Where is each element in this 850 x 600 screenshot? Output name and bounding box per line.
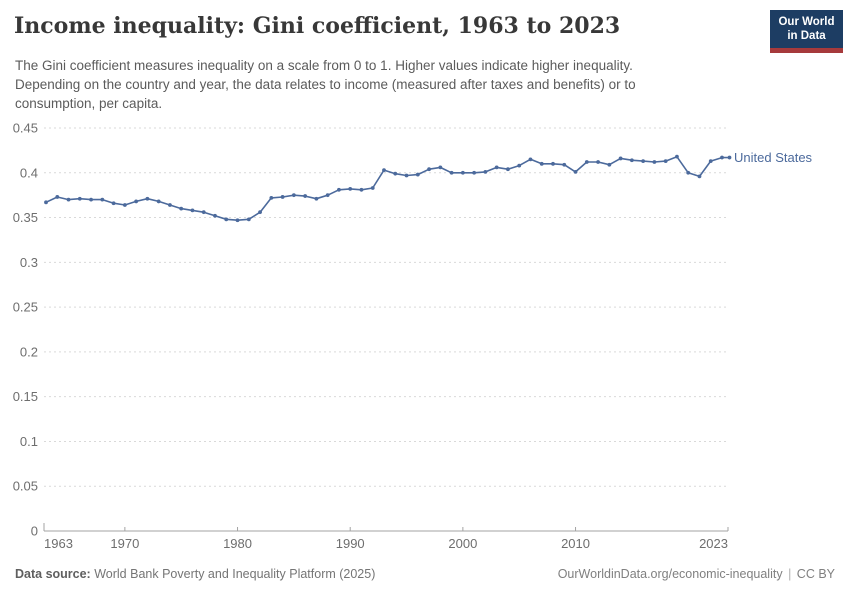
data-point-marker[interactable] xyxy=(258,210,262,215)
data-point-marker[interactable] xyxy=(325,193,330,198)
data-point-marker[interactable] xyxy=(539,161,544,166)
footer-credit: OurWorldinData.org/economic-inequality |… xyxy=(558,567,835,581)
data-point-marker[interactable] xyxy=(584,160,589,164)
x-tick-label: 2010 xyxy=(561,536,590,551)
data-point-marker[interactable] xyxy=(427,167,431,172)
owid-url-link[interactable]: OurWorldinData.org/economic-inequality xyxy=(557,567,783,581)
chart-footer: Data source: World Bank Poverty and Ineq… xyxy=(15,567,835,581)
data-point-marker[interactable] xyxy=(641,159,646,164)
data-point-marker[interactable] xyxy=(213,213,217,218)
data-point-marker[interactable] xyxy=(573,169,578,174)
data-point-marker[interactable] xyxy=(551,161,555,166)
data-point-marker[interactable] xyxy=(77,196,82,201)
data-point-marker[interactable] xyxy=(179,206,184,211)
x-tick-label: 2000 xyxy=(448,536,477,551)
data-point-marker[interactable] xyxy=(100,197,105,202)
data-point-marker[interactable] xyxy=(44,200,48,205)
y-tick-label: 0.25 xyxy=(13,300,38,315)
data-point-marker[interactable] xyxy=(528,157,533,162)
data-source-value: World Bank Poverty and Inequality Platfo… xyxy=(94,567,376,581)
y-tick-label: 0.2 xyxy=(20,344,38,359)
footer-separator: | xyxy=(788,567,792,581)
data-point-marker[interactable] xyxy=(246,217,251,222)
data-point-marker[interactable] xyxy=(156,199,161,204)
data-point-marker[interactable] xyxy=(89,197,93,202)
data-point-marker[interactable] xyxy=(280,195,285,199)
data-point-marker[interactable] xyxy=(562,162,567,167)
data-point-marker[interactable] xyxy=(291,193,296,198)
license-label: CC BY xyxy=(796,567,835,581)
y-tick-label: 0.45 xyxy=(13,121,38,136)
y-tick-label: 0.1 xyxy=(20,434,38,449)
data-point-marker[interactable] xyxy=(629,158,634,163)
data-point-marker[interactable] xyxy=(201,210,206,215)
data-point-marker[interactable] xyxy=(66,197,71,202)
data-point-marker[interactable] xyxy=(55,195,60,199)
data-point-marker[interactable] xyxy=(359,187,364,192)
owid-logo-text: Our World in Data xyxy=(770,10,843,48)
data-point-marker[interactable] xyxy=(506,167,510,172)
subtitle-line: The Gini coefficient measures inequality… xyxy=(15,58,633,73)
chart-subtitle: The Gini coefficient measures inequality… xyxy=(15,56,735,113)
x-tick-label: 2023 xyxy=(699,536,728,551)
data-point-marker[interactable] xyxy=(618,156,623,161)
data-point-marker[interactable] xyxy=(517,163,522,168)
data-point-marker[interactable] xyxy=(382,168,386,172)
label-connector-dot xyxy=(727,155,732,160)
owid-logo[interactable]: Our World in Data xyxy=(770,10,843,53)
data-point-marker[interactable] xyxy=(224,217,229,222)
data-point-marker[interactable] xyxy=(494,165,499,170)
data-source-label: Data source: xyxy=(15,567,91,581)
series-line-united-states[interactable] xyxy=(45,155,723,221)
series-end-label[interactable]: United States xyxy=(734,150,813,165)
data-point-marker[interactable] xyxy=(675,154,679,159)
data-point-marker[interactable] xyxy=(122,203,127,207)
subtitle-line: consumption, per capita. xyxy=(15,96,163,112)
data-point-marker[interactable] xyxy=(607,162,612,167)
data-point-marker[interactable] xyxy=(235,218,240,223)
data-point-marker[interactable] xyxy=(145,196,150,201)
y-tick-label: 0.3 xyxy=(20,255,38,270)
data-point-marker[interactable] xyxy=(269,195,274,200)
data-point-marker[interactable] xyxy=(472,170,477,175)
data-point-marker[interactable] xyxy=(134,199,139,204)
x-tick-label: 1963 xyxy=(44,536,73,551)
data-point-marker[interactable] xyxy=(404,173,409,178)
data-point-marker[interactable] xyxy=(438,165,443,170)
data-point-marker[interactable] xyxy=(460,170,465,175)
data-point-marker[interactable] xyxy=(303,194,308,198)
data-point-marker[interactable] xyxy=(686,170,691,175)
data-point-marker[interactable] xyxy=(111,201,116,206)
data-point-marker[interactable] xyxy=(652,160,657,164)
data-source: Data source: World Bank Poverty and Ineq… xyxy=(15,567,375,581)
data-point-marker[interactable] xyxy=(596,160,600,164)
data-point-marker[interactable] xyxy=(663,159,668,164)
owid-logo-stripe xyxy=(770,47,843,53)
data-point-marker[interactable] xyxy=(168,203,172,207)
y-tick-label: 0.35 xyxy=(13,210,38,225)
page-title: Income inequality: Gini coefficient, 196… xyxy=(14,13,621,39)
data-point-marker[interactable] xyxy=(337,187,341,192)
data-point-marker[interactable] xyxy=(314,196,319,201)
data-point-marker[interactable] xyxy=(393,171,398,176)
x-tick-label: 1980 xyxy=(223,536,252,551)
data-point-marker[interactable] xyxy=(697,174,702,179)
y-tick-label: 0 xyxy=(31,524,38,539)
data-point-marker[interactable] xyxy=(415,172,420,177)
data-point-marker[interactable] xyxy=(348,186,353,191)
data-point-marker[interactable] xyxy=(449,170,454,175)
subtitle-line: Depending on the country and year, the d… xyxy=(15,77,636,93)
y-tick-label: 0.15 xyxy=(13,389,38,404)
data-point-marker[interactable] xyxy=(483,169,488,174)
data-point-marker[interactable] xyxy=(708,159,713,164)
data-point-marker[interactable] xyxy=(370,186,375,190)
x-tick-label: 1970 xyxy=(110,536,139,551)
y-tick-label: 0.4 xyxy=(20,165,38,180)
data-point-marker[interactable] xyxy=(190,208,195,213)
x-tick-label: 1990 xyxy=(336,536,365,551)
y-tick-label: 0.05 xyxy=(13,479,38,494)
